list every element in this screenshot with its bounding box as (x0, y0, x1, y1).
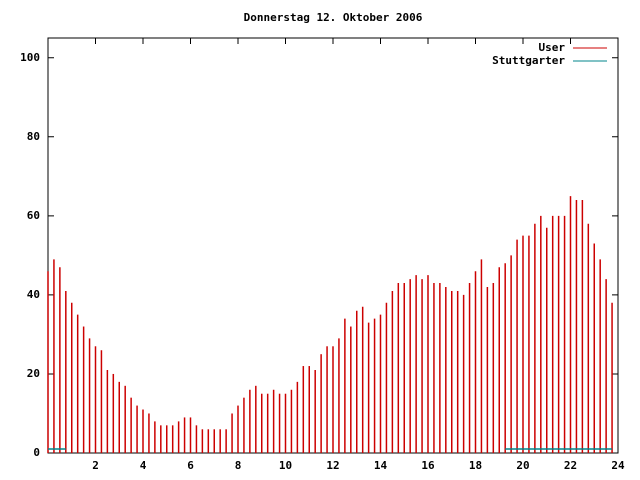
x-tick-label: 20 (516, 459, 529, 472)
x-tick-label: 18 (469, 459, 482, 472)
x-tick-label: 10 (279, 459, 292, 472)
y-tick-label: 0 (33, 446, 40, 459)
x-tick-label: 24 (611, 459, 625, 472)
x-tick-label: 16 (421, 459, 435, 472)
y-tick-label: 100 (20, 51, 40, 64)
x-tick-label: 6 (187, 459, 194, 472)
y-tick-label: 20 (27, 367, 40, 380)
x-tick-label: 8 (235, 459, 242, 472)
x-tick-label: 14 (374, 459, 388, 472)
x-tick-label: 12 (326, 459, 339, 472)
x-tick-label: 2 (92, 459, 99, 472)
x-tick-label: 4 (140, 459, 147, 472)
y-tick-label: 80 (27, 130, 40, 143)
y-tick-label: 60 (27, 209, 40, 222)
legend-label: Stuttgarter (492, 54, 565, 67)
chart-title: Donnerstag 12. Oktober 2006 (244, 11, 423, 24)
legend-label: User (539, 41, 566, 54)
y-tick-label: 40 (27, 288, 40, 301)
x-tick-label: 22 (564, 459, 577, 472)
